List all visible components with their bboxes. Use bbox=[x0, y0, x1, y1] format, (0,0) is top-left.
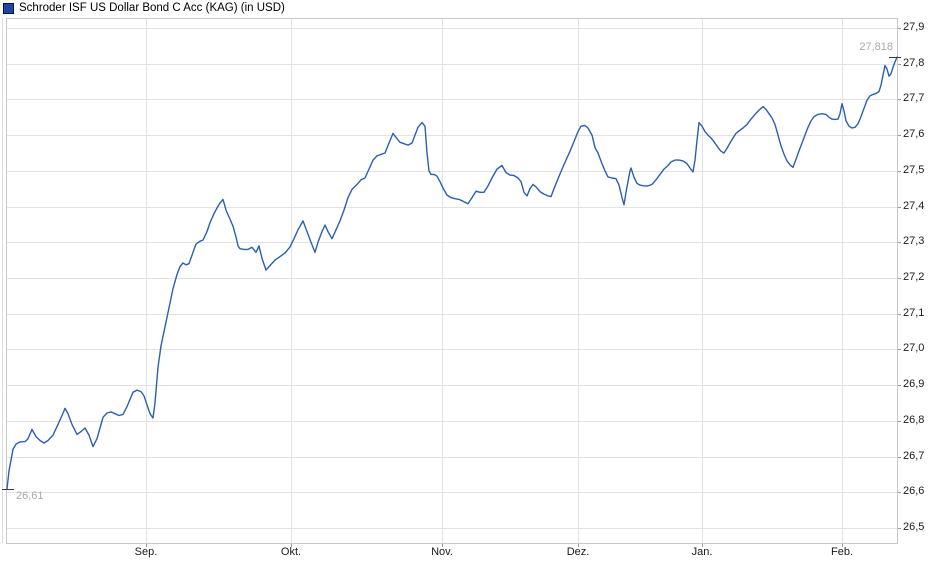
chart-header: Schroder ISF US Dollar Bond C Acc (KAG) … bbox=[3, 1, 285, 15]
y-axis-label: 26,9 bbox=[903, 378, 925, 390]
y-axis-label: 27,4 bbox=[903, 200, 925, 212]
y-axis-label: 26,8 bbox=[903, 414, 925, 426]
y-axis-label: 27,1 bbox=[903, 307, 925, 319]
chart-title: Schroder ISF US Dollar Bond C Acc (KAG) … bbox=[19, 2, 285, 14]
y-axis-label: 27,2 bbox=[903, 271, 925, 283]
y-axis-label: 26,6 bbox=[903, 485, 925, 497]
y-axis-label: 27,6 bbox=[903, 128, 925, 140]
y-axis-label: 27,0 bbox=[903, 342, 925, 354]
x-axis-label: Nov. bbox=[431, 546, 453, 558]
y-axis-label: 27,5 bbox=[903, 164, 925, 176]
y-axis-label: 26,5 bbox=[903, 521, 925, 533]
y-axis-label: 27,3 bbox=[903, 235, 925, 247]
x-axis-label: Feb. bbox=[830, 546, 853, 558]
y-axis-label: 27,8 bbox=[903, 57, 925, 69]
start-value-label: 26,61 bbox=[16, 490, 44, 502]
x-axis-label: Dez. bbox=[566, 546, 590, 558]
x-axis-label: Okt. bbox=[280, 546, 302, 558]
end-value-label: 27,818 bbox=[859, 41, 893, 53]
y-axis-label: 27,9 bbox=[903, 21, 925, 33]
x-axis-label: Jan. bbox=[691, 546, 713, 558]
x-axis-label: Sep. bbox=[134, 546, 158, 558]
y-axis-label: 26,7 bbox=[903, 450, 925, 462]
y-axis-label: 27,7 bbox=[903, 92, 925, 104]
series-legend-swatch-icon bbox=[3, 2, 14, 14]
